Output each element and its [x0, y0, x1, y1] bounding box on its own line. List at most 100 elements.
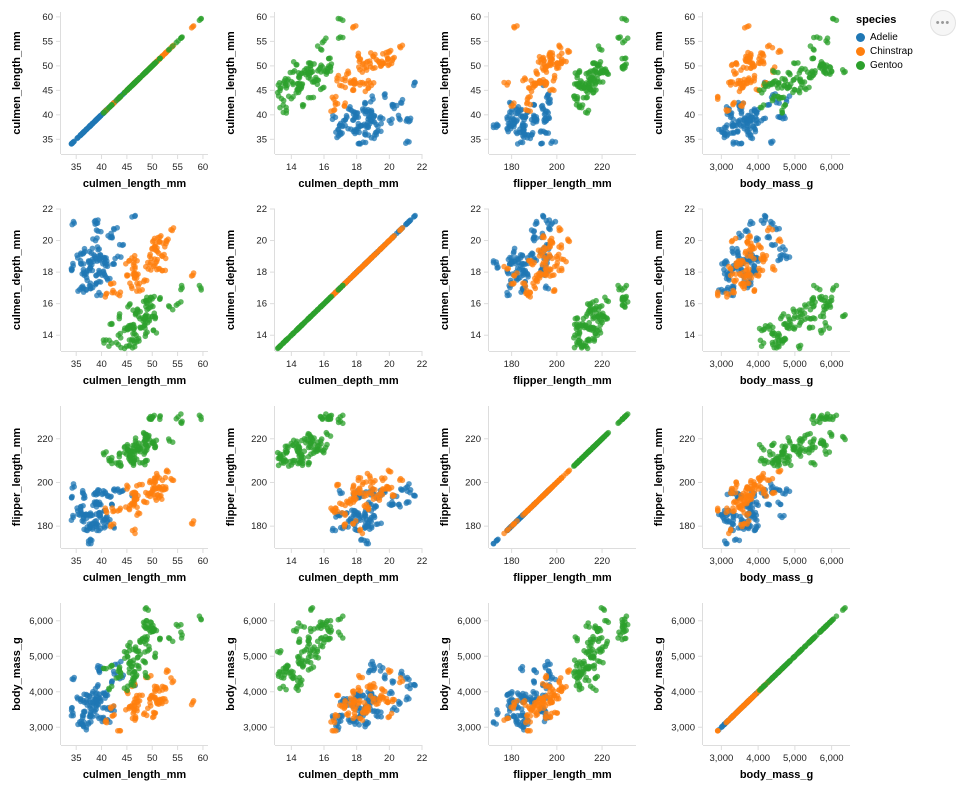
y-tick-label: 35 [256, 134, 267, 145]
x-tick-label: 55 [172, 556, 183, 567]
y-tick-label: 45 [684, 85, 695, 96]
x-tick-label: 14 [286, 556, 297, 567]
y-tick-label: 40 [42, 110, 53, 121]
y-tick-label: 6,000 [671, 616, 695, 627]
y-tick-label: 50 [684, 61, 695, 72]
scatter-cell-culmen_length_mm-vs-culmen_depth_mm: 14 16 18 20 22 35 40 45 50 55 60 culmen_depth_mm cul… [225, 12, 428, 190]
points-layer [490, 411, 631, 547]
x-axis-title: flipper_length_mm [513, 178, 612, 190]
x-tick-label: 35 [71, 359, 82, 370]
x-tick-label: 55 [172, 162, 183, 173]
y-axis-title: body_mass_g [225, 637, 237, 710]
x-tick-label: 4,000 [746, 753, 770, 764]
x-tick-label: 220 [594, 556, 610, 567]
x-axis-title: body_mass_g [740, 572, 813, 584]
y-tick-label: 22 [684, 204, 695, 215]
x-tick-label: 18 [351, 359, 362, 370]
y-axis-title: culmen_depth_mm [225, 230, 237, 330]
y-tick-label: 60 [256, 12, 267, 23]
scatter-cell-flipper_length_mm-vs-flipper_length_mm: 180 200 220180200220flipper_length_mmflipp… [439, 406, 636, 584]
y-tick-label: 20 [684, 236, 695, 247]
x-tick-label: 220 [594, 753, 610, 764]
y-tick-label: 6,000 [457, 616, 481, 627]
y-tick-label: 4,000 [457, 687, 481, 698]
y-tick-label: 220 [251, 434, 267, 445]
y-tick-label: 14 [256, 330, 267, 341]
y-tick-label: 14 [684, 330, 695, 341]
scatter-matrix: 35 40 45 50 55 60 35 40 45 50 55 60 culmen_length_mm… [4, 4, 860, 792]
x-tick-label: 5,000 [783, 753, 807, 764]
y-tick-label: 14 [42, 330, 53, 341]
legend-swatch-icon [856, 47, 865, 56]
y-tick-label: 45 [256, 85, 267, 96]
y-tick-label: 5,000 [243, 651, 267, 662]
y-tick-label: 55 [470, 36, 481, 47]
points-layer [490, 605, 631, 734]
y-tick-label: 220 [679, 434, 695, 445]
x-tick-label: 45 [122, 359, 133, 370]
y-axis-title: flipper_length_mm [11, 428, 23, 527]
x-tick-label: 22 [417, 556, 428, 567]
x-tick-label: 60 [198, 162, 209, 173]
y-tick-label: 20 [470, 236, 481, 247]
x-axis-title: body_mass_g [740, 375, 813, 387]
points-layer [68, 15, 204, 147]
y-tick-label: 40 [470, 110, 481, 121]
x-tick-label: 20 [384, 359, 395, 370]
y-tick-label: 220 [37, 434, 53, 445]
y-tick-label: 22 [256, 204, 267, 215]
x-tick-label: 20 [384, 162, 395, 173]
scatter-cell-body_mass_g-vs-culmen_length_mm: 35 40 45 50 55 60 3,000 4,000 5,000 6,000 culmen_l… [11, 603, 209, 781]
y-axis-title: culmen_length_mm [653, 31, 665, 135]
x-tick-label: 16 [319, 162, 330, 173]
y-tick-label: 180 [251, 521, 267, 532]
x-axis-title: body_mass_g [740, 769, 813, 781]
scatter-cell-flipper_length_mm-vs-body_mass_g: 3,000 4,000 5,000 6,000 180 200 220 body_mass_g… [653, 406, 850, 584]
scatter-cell-culmen_length_mm-vs-culmen_length_mm: 35 40 45 50 55 60 35 40 45 50 55 60 culmen_length_mm… [11, 12, 209, 190]
scatter-cell-culmen_length_mm-vs-flipper_length_mm: 180 200 220 35 40 45 50 55 60 flipper_length_mm cu… [439, 12, 636, 190]
y-tick-label: 18 [256, 267, 267, 278]
y-axis-title: culmen_length_mm [11, 31, 23, 135]
x-tick-label: 22 [417, 162, 428, 173]
y-tick-label: 45 [42, 85, 53, 96]
scatter-cell-culmen_depth_mm-vs-culmen_depth_mm: 14 16 18 20 221416182022culmen_depth_mmculme… [225, 204, 428, 387]
scatter-cell-flipper_length_mm-vs-culmen_length_mm: 35 40 45 50 55 60 180 200 220 culmen_length_mm fli… [11, 406, 209, 584]
y-tick-label: 4,000 [671, 687, 695, 698]
legend-entry: Adelie [856, 32, 956, 43]
x-tick-label: 35 [71, 162, 82, 173]
legend-label: Gentoo [870, 60, 903, 71]
legend: species Adelie Chinstrap Gentoo [856, 14, 956, 74]
x-tick-label: 5,000 [783, 162, 807, 173]
points-layer [714, 15, 848, 147]
x-tick-label: 60 [198, 753, 209, 764]
points-layer [68, 605, 204, 734]
y-tick-label: 3,000 [243, 722, 267, 733]
y-tick-label: 55 [256, 36, 267, 47]
x-tick-label: 200 [549, 753, 565, 764]
x-tick-label: 18 [351, 556, 362, 567]
x-tick-label: 220 [594, 359, 610, 370]
y-tick-label: 20 [42, 236, 53, 247]
y-tick-label: 18 [684, 267, 695, 278]
scatter-cell-culmen_depth_mm-vs-flipper_length_mm: 180 200 220 14 16 18 20 22 flipper_length_mm culm… [439, 204, 636, 387]
x-tick-label: 50 [147, 359, 158, 370]
x-tick-label: 14 [286, 359, 297, 370]
x-tick-label: 40 [96, 359, 107, 370]
x-tick-label: 40 [96, 162, 107, 173]
x-tick-label: 200 [549, 359, 565, 370]
x-tick-label: 22 [417, 359, 428, 370]
x-tick-label: 180 [504, 753, 520, 764]
y-axis-title: flipper_length_mm [225, 428, 237, 527]
y-tick-label: 35 [684, 134, 695, 145]
x-axis-title: flipper_length_mm [513, 769, 612, 781]
x-axis-title: culmen_length_mm [83, 769, 187, 781]
y-tick-label: 180 [37, 521, 53, 532]
y-tick-label: 40 [256, 110, 267, 121]
x-tick-label: 18 [351, 753, 362, 764]
x-tick-label: 16 [319, 556, 330, 567]
y-tick-label: 20 [256, 236, 267, 247]
points-layer [714, 411, 848, 547]
options-menu-button[interactable]: ••• [930, 10, 956, 36]
x-tick-label: 60 [198, 556, 209, 567]
y-tick-label: 3,000 [457, 722, 481, 733]
